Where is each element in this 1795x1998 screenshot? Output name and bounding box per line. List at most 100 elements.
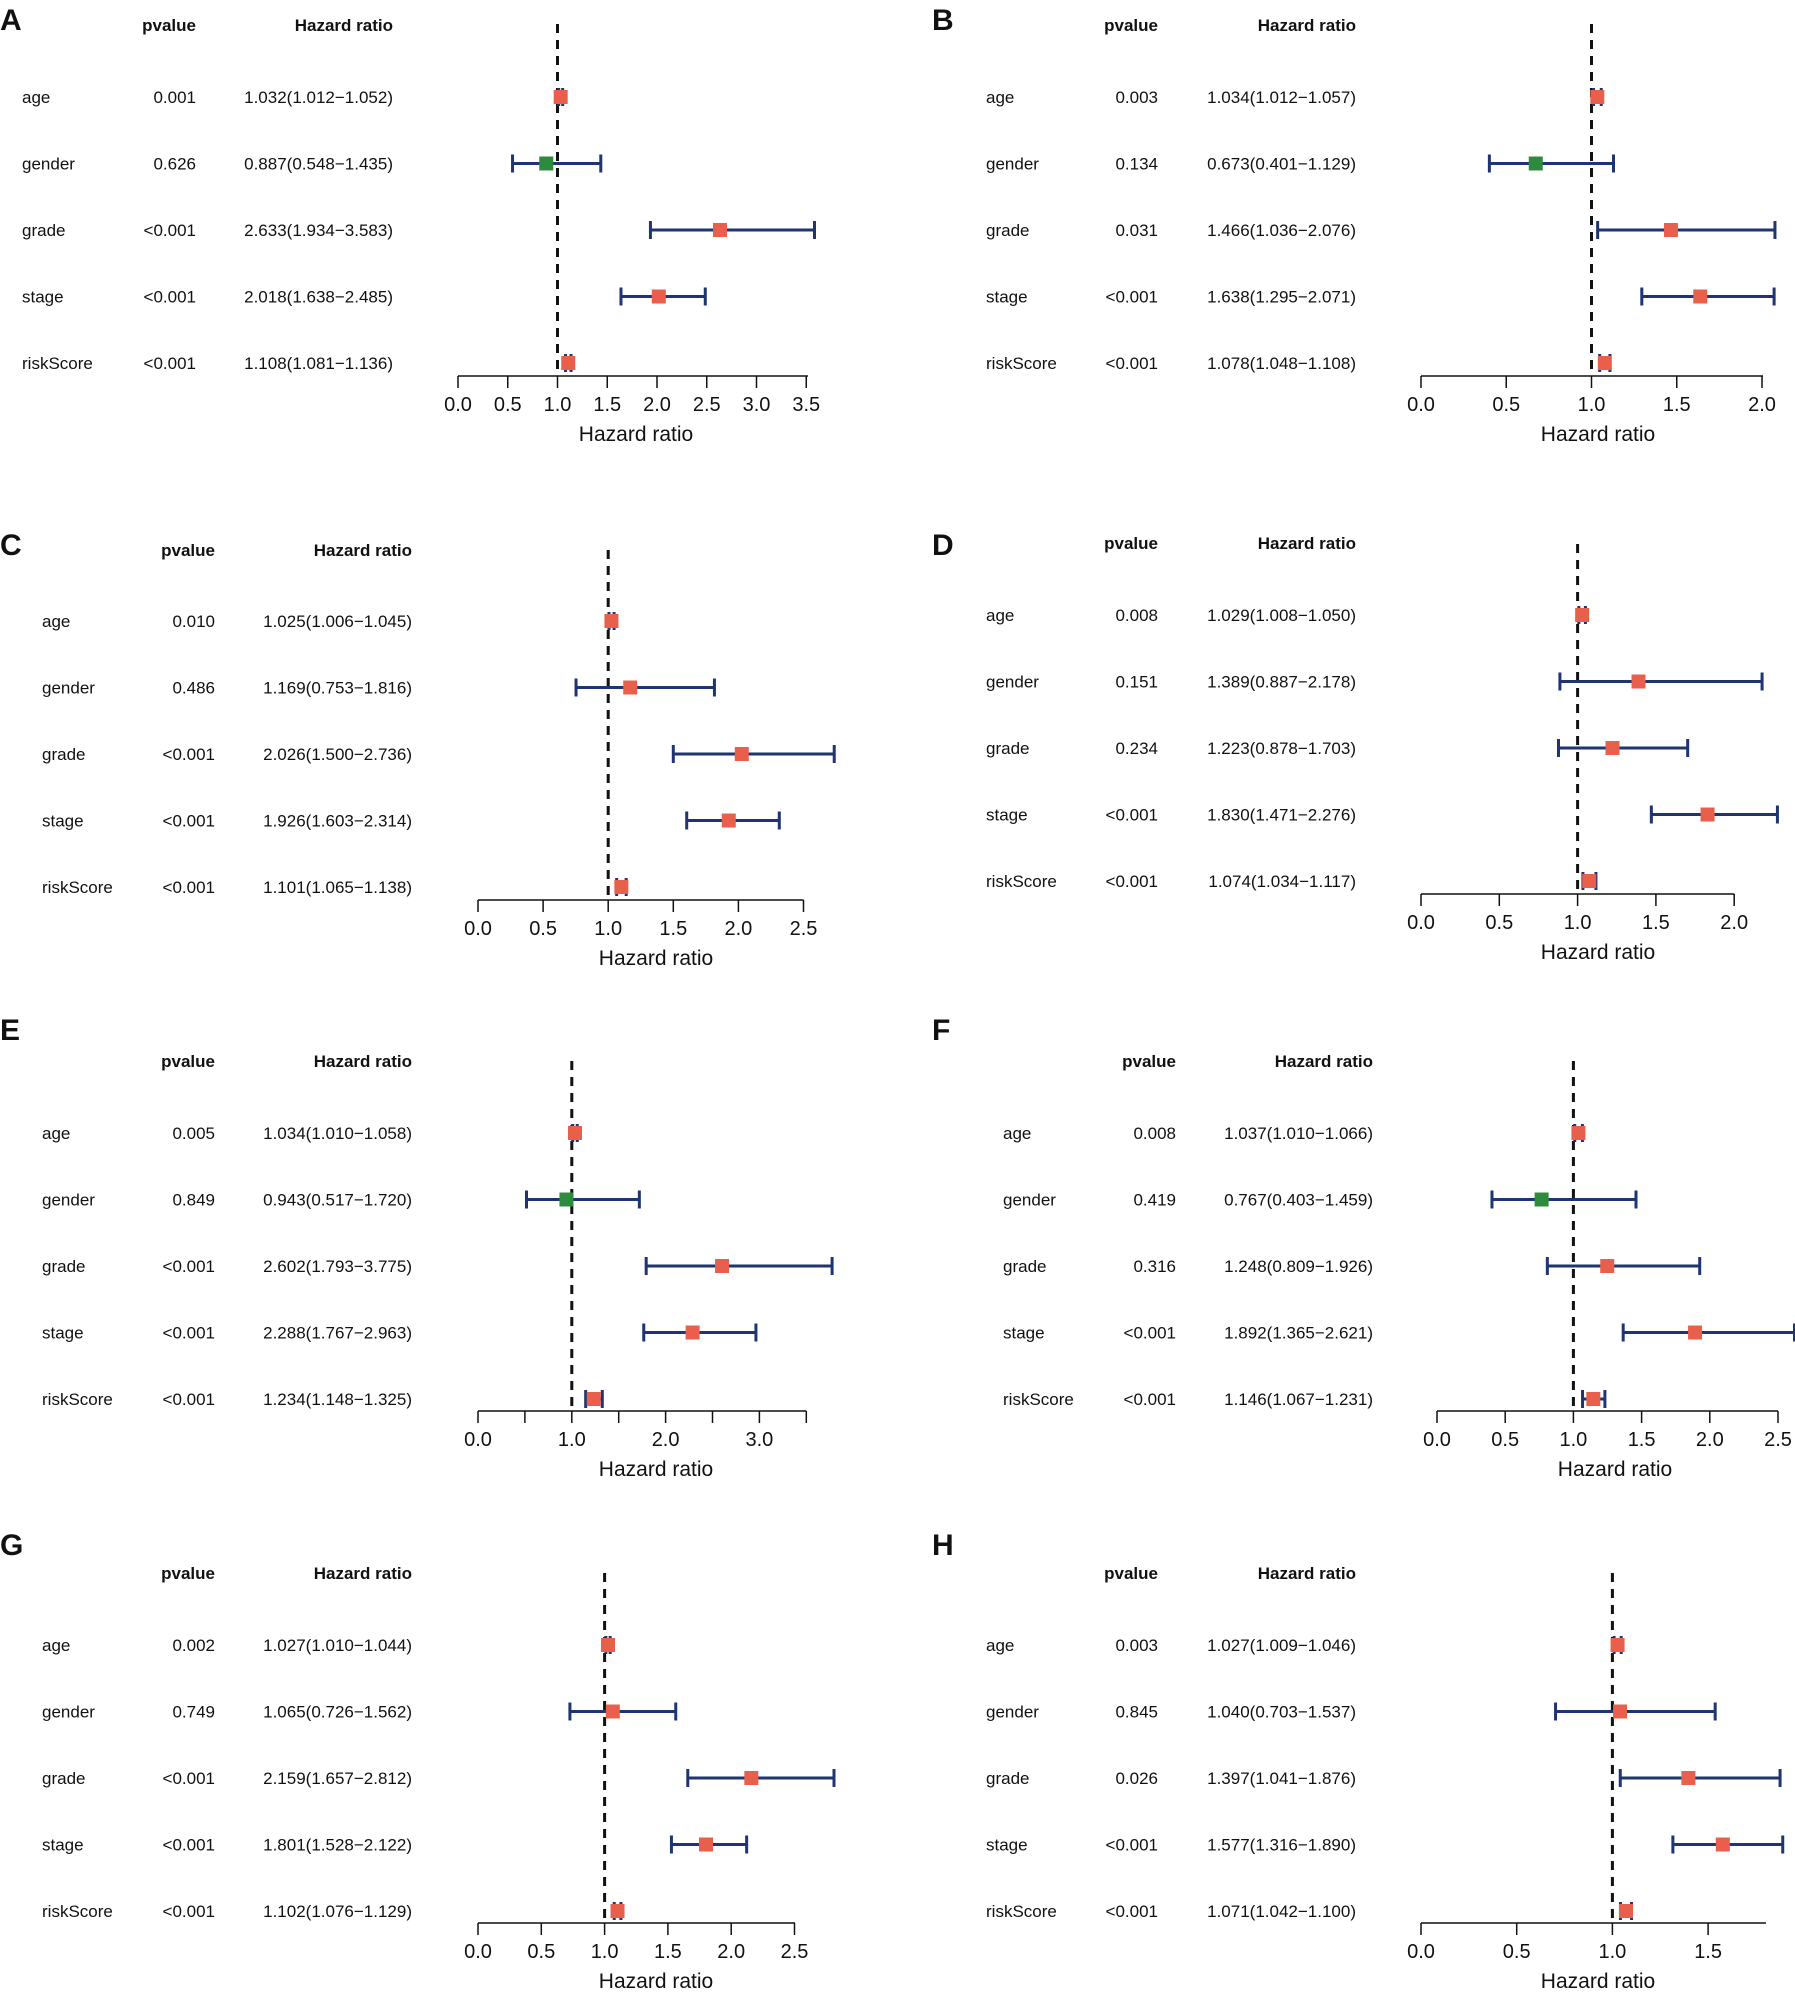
x-tick-label: 1.0: [558, 1429, 586, 1451]
row-hazard-ratio: 1.892(1.365−2.621): [1224, 1324, 1373, 1343]
row-hazard-ratio: 1.223(0.878−1.703): [1207, 739, 1356, 758]
row-pvalue: <0.001: [1106, 1836, 1158, 1855]
x-tick-label: 0.5: [1492, 394, 1520, 416]
row-label: stage: [1003, 1324, 1045, 1343]
row-pvalue: <0.001: [144, 354, 196, 373]
row-pvalue: <0.001: [1106, 806, 1158, 825]
x-tick-label: 1.0: [1598, 1941, 1626, 1963]
forest-row-riskscore: riskScore <0.001 1.146(1.067−1.231): [1003, 1390, 1607, 1409]
x-tick-label: 2.5: [781, 1941, 809, 1963]
row-pvalue: 0.003: [1115, 88, 1158, 107]
forest-row-grade: grade <0.001 2.602(1.793−3.775): [42, 1257, 834, 1276]
row-label: riskScore: [22, 354, 93, 373]
row-label: riskScore: [42, 1390, 113, 1409]
row-pvalue: <0.001: [163, 1902, 215, 1921]
x-tick-label: 1.0: [594, 918, 622, 940]
hazard-ratio-marker: [1610, 1638, 1625, 1652]
hazard-ratio-marker: [1534, 1192, 1549, 1207]
forest-row-riskscore: riskScore <0.001 1.102(1.076−1.129): [42, 1902, 625, 1921]
x-tick-label: 0.0: [444, 394, 472, 416]
panel-letter: F: [932, 1014, 950, 1047]
row-label: gender: [986, 1703, 1039, 1722]
row-pvalue: 0.008: [1115, 606, 1158, 625]
forest-row-gender: gender 0.151 1.389(0.887−2.178): [986, 672, 1764, 692]
x-tick-label: 1.0: [591, 1941, 619, 1963]
row-label: gender: [986, 155, 1039, 174]
forest-row-grade: grade <0.001 2.026(1.500−2.736): [42, 745, 836, 764]
x-tick-label: 0.5: [494, 394, 522, 416]
forest-row-riskscore: riskScore <0.001 1.078(1.048−1.108): [986, 354, 1612, 373]
x-tick-label: 0.0: [1407, 394, 1435, 416]
x-tick-label: 2.5: [693, 394, 721, 416]
row-hazard-ratio: 1.830(1.471−2.276): [1207, 806, 1356, 825]
forest-row-gender: gender 0.845 1.040(0.703−1.537): [986, 1702, 1717, 1722]
row-hazard-ratio: 1.801(1.528−2.122): [263, 1836, 412, 1855]
hazard-ratio-header: Hazard ratio: [1258, 16, 1356, 35]
hazard-ratio-marker: [685, 1325, 700, 1340]
row-hazard-ratio: 1.102(1.076−1.129): [263, 1902, 412, 1921]
forest-row-gender: gender 0.849 0.943(0.517−1.720): [42, 1190, 641, 1210]
row-pvalue: 0.134: [1115, 155, 1158, 174]
pvalue-header: pvalue: [142, 16, 196, 35]
x-tick-label: 0.5: [1491, 1429, 1519, 1451]
hazard-ratio-marker: [1693, 289, 1708, 304]
row-pvalue: <0.001: [163, 1324, 215, 1343]
row-label: riskScore: [986, 1902, 1057, 1921]
pvalue-header: pvalue: [161, 541, 215, 560]
row-label: gender: [42, 679, 95, 698]
forest-row-stage: stage <0.001 1.638(1.295−2.071): [986, 287, 1776, 307]
x-tick-label: 0.0: [1407, 912, 1435, 934]
forest-row-age: age 0.010 1.025(1.006−1.045): [42, 612, 619, 631]
row-hazard-ratio: 1.146(1.067−1.231): [1224, 1390, 1373, 1409]
x-axis: 0.0 1.0 2.0 3.0: [464, 1410, 808, 1451]
forest-row-riskscore: riskScore <0.001 1.074(1.034−1.117): [986, 872, 1598, 891]
row-pvalue: 0.002: [172, 1636, 215, 1655]
hazard-ratio-marker: [1681, 1771, 1696, 1785]
row-pvalue: 0.419: [1133, 1191, 1176, 1210]
panel-letter: C: [0, 529, 22, 562]
row-pvalue: <0.001: [144, 288, 196, 307]
row-hazard-ratio: 1.577(1.316−1.890): [1207, 1836, 1356, 1855]
row-hazard-ratio: 2.159(1.657−2.812): [263, 1769, 412, 1788]
row-pvalue: 0.026: [1115, 1769, 1158, 1788]
x-tick-label: 0.0: [1423, 1429, 1451, 1451]
x-tick-label: 2.0: [1696, 1429, 1724, 1451]
row-label: age: [986, 606, 1014, 625]
row-label: riskScore: [42, 1902, 113, 1921]
hazard-ratio-marker: [1600, 1259, 1615, 1273]
x-tick-label: 0.5: [1503, 1941, 1531, 1963]
hazard-ratio-marker: [539, 156, 554, 171]
row-pvalue: 0.626: [153, 155, 196, 174]
row-pvalue: 0.001: [153, 88, 196, 107]
hazard-ratio-marker: [699, 1837, 714, 1852]
row-hazard-ratio: 1.074(1.034−1.117): [1208, 872, 1356, 891]
row-pvalue: 0.849: [172, 1191, 215, 1210]
x-axis: 0.0 0.5 1.0 1.5 2.0 2.5 3.0 3.5: [444, 375, 820, 416]
row-pvalue: <0.001: [1106, 872, 1158, 891]
row-hazard-ratio: 1.065(0.726−1.562): [263, 1703, 412, 1722]
hazard-ratio-header: Hazard ratio: [314, 541, 412, 560]
x-tick-label: 1.5: [1663, 394, 1691, 416]
forest-row-stage: stage <0.001 1.801(1.528−2.122): [42, 1835, 749, 1855]
forest-row-riskscore: riskScore <0.001 1.108(1.081−1.136): [22, 354, 576, 373]
hazard-ratio-marker: [559, 1192, 574, 1207]
row-label: riskScore: [1003, 1390, 1074, 1409]
row-pvalue: <0.001: [163, 1390, 215, 1409]
panel-letter: A: [0, 4, 22, 37]
forest-row-grade: grade <0.001 2.633(1.934−3.583): [22, 221, 817, 240]
panel-letter: D: [932, 529, 954, 562]
hazard-ratio-marker: [1605, 741, 1620, 755]
hazard-ratio-marker: [1631, 674, 1646, 689]
row-label: age: [986, 1636, 1014, 1655]
row-hazard-ratio: 1.071(1.042−1.100): [1207, 1902, 1356, 1921]
x-tick-label: 2.0: [724, 918, 752, 940]
row-pvalue: <0.001: [163, 1836, 215, 1855]
x-axis-title: Hazard ratio: [599, 1970, 713, 1993]
x-axis: 0.0 0.5 1.0 1.5 2.0: [1407, 893, 1748, 934]
x-axis-title: Hazard ratio: [599, 947, 713, 970]
pvalue-header: pvalue: [1104, 1564, 1158, 1583]
row-hazard-ratio: 2.026(1.500−2.736): [263, 745, 412, 764]
